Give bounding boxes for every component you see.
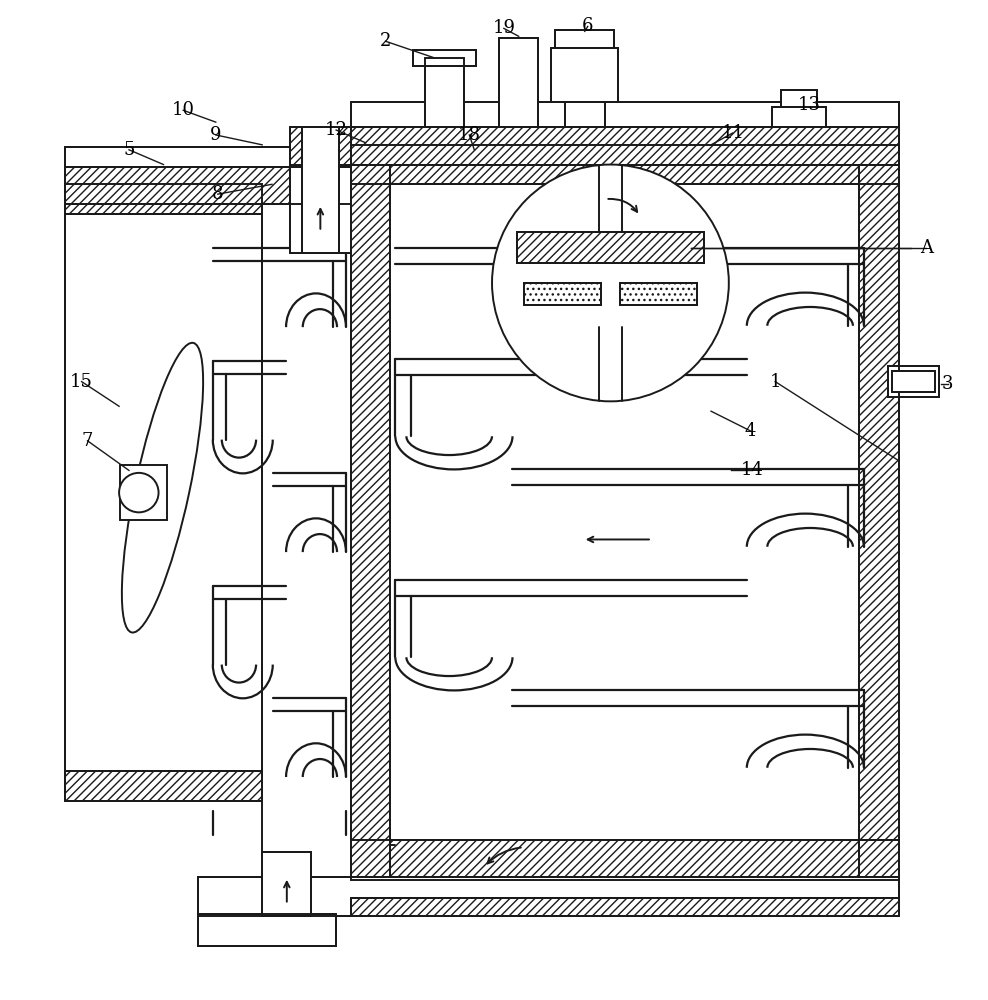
Circle shape (120, 473, 158, 512)
Bar (351, 145, 898, 880)
Text: 7: 7 (82, 432, 93, 450)
Bar (65, 771, 262, 801)
Bar (65, 167, 351, 204)
Bar (262, 852, 311, 916)
Bar (887, 366, 939, 397)
Bar (351, 840, 898, 880)
Text: 11: 11 (721, 124, 744, 142)
Bar (351, 898, 898, 916)
Text: 12: 12 (325, 121, 348, 139)
Bar (351, 145, 898, 184)
Bar (620, 283, 698, 305)
Bar (289, 127, 351, 253)
Bar (620, 283, 698, 305)
Bar (65, 147, 351, 167)
Bar (351, 145, 390, 880)
Text: 5: 5 (124, 141, 134, 159)
Text: 10: 10 (172, 101, 195, 119)
Bar (887, 366, 939, 397)
Bar (65, 147, 351, 167)
Bar (65, 184, 262, 214)
Bar (351, 102, 898, 127)
Text: 13: 13 (798, 96, 821, 114)
Bar (351, 840, 898, 880)
Text: 15: 15 (70, 373, 93, 391)
Bar (565, 102, 605, 127)
Bar (65, 167, 351, 204)
Bar (859, 145, 898, 880)
Bar (551, 48, 618, 102)
Bar (499, 38, 538, 127)
Bar (65, 184, 262, 801)
Text: A: A (920, 239, 933, 257)
Bar (198, 877, 898, 916)
Bar (517, 232, 704, 263)
Bar (425, 58, 464, 127)
Bar (782, 90, 817, 107)
Ellipse shape (122, 343, 204, 633)
Bar (65, 184, 262, 801)
Bar (351, 145, 898, 184)
Text: 1: 1 (770, 373, 781, 391)
Bar (351, 145, 390, 880)
Text: 3: 3 (943, 375, 953, 393)
Bar (198, 877, 898, 916)
Bar (198, 914, 336, 946)
Text: 8: 8 (212, 185, 223, 203)
Bar (499, 38, 538, 127)
Bar (773, 107, 826, 127)
Bar (351, 127, 898, 165)
Bar (390, 184, 859, 840)
Bar (555, 30, 615, 48)
Bar (565, 102, 605, 127)
Bar (773, 107, 826, 127)
Bar (555, 30, 615, 48)
Bar (351, 102, 898, 127)
Text: 9: 9 (210, 126, 221, 144)
Bar (891, 371, 935, 392)
Bar (551, 48, 618, 102)
Text: 19: 19 (492, 19, 516, 37)
Text: 6: 6 (582, 17, 594, 35)
Bar (198, 914, 336, 946)
Circle shape (492, 165, 729, 401)
Bar (782, 90, 817, 107)
Bar (289, 127, 351, 165)
Bar (289, 127, 351, 253)
Bar (65, 184, 262, 214)
Bar (301, 127, 339, 253)
Text: 2: 2 (379, 32, 391, 50)
Bar (517, 232, 704, 263)
Bar (413, 50, 476, 66)
Bar (524, 283, 601, 305)
Bar (351, 898, 898, 916)
Text: 14: 14 (741, 461, 764, 479)
Bar (891, 371, 935, 392)
Bar (301, 127, 339, 253)
Text: 4: 4 (745, 422, 756, 440)
Text: 18: 18 (457, 126, 481, 144)
Bar (65, 771, 262, 801)
Bar (517, 232, 704, 263)
Bar (262, 852, 311, 916)
Bar (289, 127, 351, 165)
Bar (859, 145, 898, 880)
Bar (413, 50, 476, 66)
Bar (524, 283, 601, 305)
Bar (351, 127, 898, 165)
Bar (425, 58, 464, 127)
Bar (121, 465, 167, 520)
